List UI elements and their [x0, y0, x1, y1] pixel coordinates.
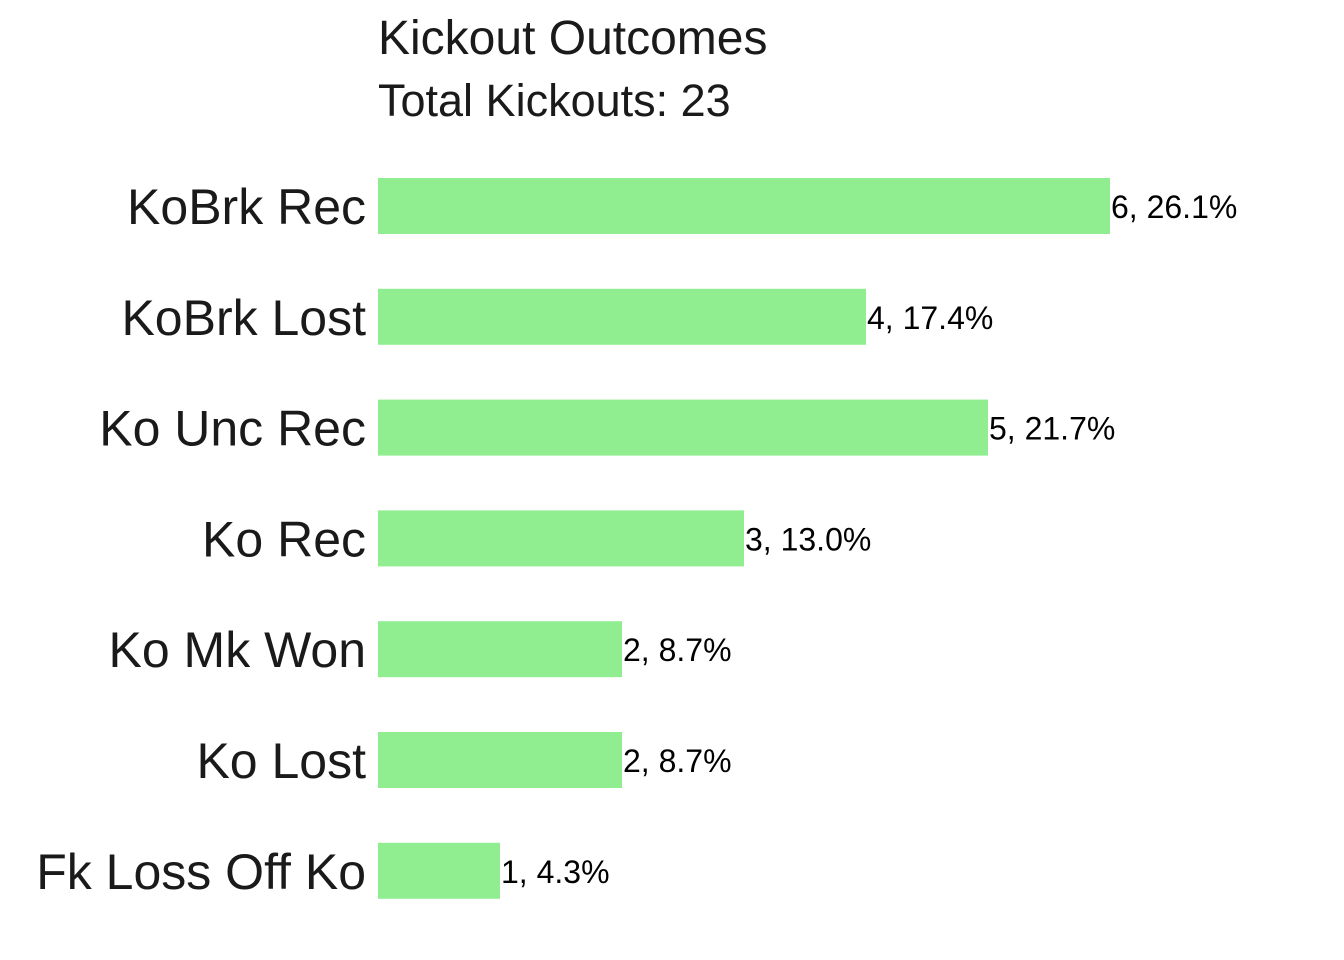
data-label: 3, 13.0%	[745, 521, 871, 557]
category-label: KoBrk Lost	[121, 290, 366, 346]
category-label: Ko Rec	[202, 511, 366, 567]
data-label: 5, 21.7%	[989, 411, 1115, 447]
bar	[378, 178, 1110, 234]
data-label: 6, 26.1%	[1111, 189, 1237, 225]
chart-title: Kickout Outcomes	[378, 12, 767, 65]
category-label: Ko Lost	[196, 733, 366, 789]
category-label: Ko Unc Rec	[99, 401, 366, 457]
category-label: Ko Mk Won	[109, 622, 367, 678]
data-label: 4, 17.4%	[867, 300, 993, 336]
data-label: 2, 8.7%	[623, 632, 732, 668]
category-label: KoBrk Rec	[127, 179, 366, 235]
data-label: 2, 8.7%	[623, 743, 732, 779]
bar	[378, 621, 622, 678]
category-label: Fk Loss Off Ko	[36, 844, 366, 900]
bar	[378, 288, 866, 345]
bar	[378, 510, 744, 567]
data-label: 1, 4.3%	[501, 854, 610, 890]
bar	[378, 732, 622, 788]
category-labels: KoBrk Rec KoBrk Lost Ko Unc Rec Ko Rec Ko Mk…	[36, 179, 366, 900]
data-labels: 6, 26.1% 4, 17.4% 5, 21.7% 3, 13.0% 2, 8.7% 2…	[501, 189, 1237, 890]
chart-subtitle: Total Kickouts: 23	[378, 75, 731, 126]
bar	[378, 842, 500, 899]
bar	[378, 399, 988, 456]
bars-layer	[378, 178, 1110, 899]
